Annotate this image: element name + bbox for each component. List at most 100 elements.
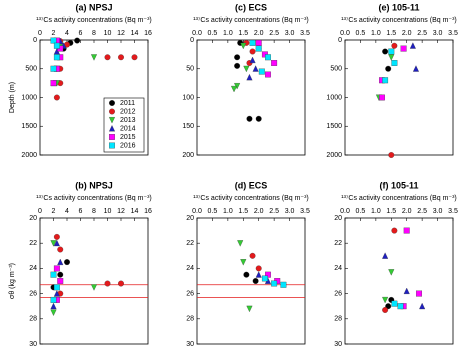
marker [403, 287, 410, 295]
marker [118, 280, 124, 287]
x-tick-label: 2.0 [402, 30, 412, 37]
legend-label: 2013 [120, 117, 136, 124]
y-tick-label: 24 [334, 265, 342, 272]
marker [50, 271, 57, 278]
marker [234, 62, 241, 69]
marker [50, 65, 57, 72]
marker [237, 240, 244, 247]
marker [57, 258, 64, 266]
marker [53, 54, 60, 61]
x-tick-label: 3.0 [433, 30, 443, 37]
marker [50, 240, 57, 247]
x-axis-label: ¹³⁷Cs activity concentrations (Bq m⁻³) [193, 17, 309, 24]
marker [412, 65, 420, 72]
marker [391, 60, 398, 66]
x-tick-label: 1.0 [223, 208, 233, 215]
marker [50, 37, 57, 44]
y-axis-label: Depth (m) [9, 82, 16, 113]
panel-title: (e) 105-11 [378, 2, 419, 12]
y-tick-label: 100 [182, 94, 194, 101]
legend-label: 2011 [120, 100, 135, 107]
marker [271, 60, 278, 66]
y-tick-label: 0 [190, 37, 194, 44]
marker [252, 278, 259, 284]
marker [230, 85, 238, 93]
marker [109, 108, 115, 115]
x-tick-label: 0.5 [356, 208, 366, 215]
marker [382, 296, 389, 304]
x-tick-label: 2 [52, 30, 56, 37]
marker [265, 271, 271, 278]
legend-label: 2015 [120, 134, 136, 141]
x-tick-label: 14 [131, 208, 139, 215]
x-tick-label: 3.5 [300, 30, 310, 37]
x-tick-label: 12 [117, 30, 125, 37]
y-tick-label: 1000 [326, 94, 342, 101]
y-tick-label: 30 [186, 341, 194, 348]
marker [265, 71, 271, 78]
marker [109, 134, 115, 140]
y-tick-label: 50 [186, 66, 194, 73]
y-tick-label: 20 [334, 215, 342, 222]
panel-title: (c) ECS [235, 2, 267, 12]
marker [53, 284, 60, 291]
marker [258, 68, 265, 75]
marker [280, 281, 287, 288]
marker [255, 271, 262, 278]
marker [57, 246, 64, 253]
legend-label: 2012 [120, 108, 136, 115]
y-tick-label: 1000 [21, 94, 37, 101]
plot-frame [344, 217, 454, 345]
marker [403, 227, 410, 234]
marker [108, 125, 116, 132]
marker [53, 94, 60, 101]
marker [57, 271, 64, 278]
marker [385, 65, 392, 72]
y-axis-label: σθ (kg m⁻³) [9, 263, 16, 299]
x-tick-label: 0.0 [340, 30, 350, 37]
x-tick-label: 1.5 [386, 30, 396, 37]
marker [109, 142, 115, 149]
y-tick-label: 0 [338, 37, 342, 44]
y-tick-label: 24 [186, 265, 194, 272]
y-tick-label: 2000 [21, 152, 37, 159]
x-tick-label: 16 [144, 30, 152, 37]
panel-title: (d) ECS [235, 180, 268, 190]
marker [249, 39, 256, 46]
x-tick-label: 0.5 [208, 30, 218, 37]
marker [409, 42, 416, 49]
x-tick-label: 3.0 [433, 208, 443, 215]
x-tick-label: 16 [144, 208, 152, 215]
plot-frame [196, 39, 306, 156]
marker [246, 115, 253, 122]
marker [50, 309, 57, 316]
y-tick-label: 28 [334, 316, 342, 323]
marker [53, 290, 60, 297]
x-tick-label: 0.5 [208, 208, 218, 215]
y-tick-label: 26 [334, 290, 342, 297]
legend-label: 2014 [120, 125, 136, 132]
y-tick-label: 1500 [21, 123, 37, 130]
marker [53, 233, 60, 240]
marker [118, 54, 124, 61]
x-tick-label: 2.0 [254, 30, 264, 37]
marker [382, 252, 389, 259]
x-tick-label: 1.5 [386, 208, 396, 215]
marker [249, 56, 256, 64]
y-tick-label: 1500 [326, 123, 342, 130]
y-tick-label: 30 [29, 341, 37, 348]
marker [391, 42, 398, 49]
x-tick-label: 2.5 [417, 30, 427, 37]
y-tick-label: 20 [186, 215, 194, 222]
y-tick-label: 2000 [326, 152, 342, 159]
marker [388, 54, 395, 61]
y-tick-label: 26 [29, 290, 37, 297]
marker [382, 307, 389, 313]
x-tick-label: 3.0 [285, 30, 295, 37]
x-tick-label: 1.0 [371, 208, 381, 215]
x-tick-label: 0.0 [192, 30, 202, 37]
x-tick-label: 8 [92, 30, 96, 37]
marker [50, 80, 57, 87]
marker [249, 48, 256, 55]
x-tick-label: 2.0 [402, 208, 412, 215]
